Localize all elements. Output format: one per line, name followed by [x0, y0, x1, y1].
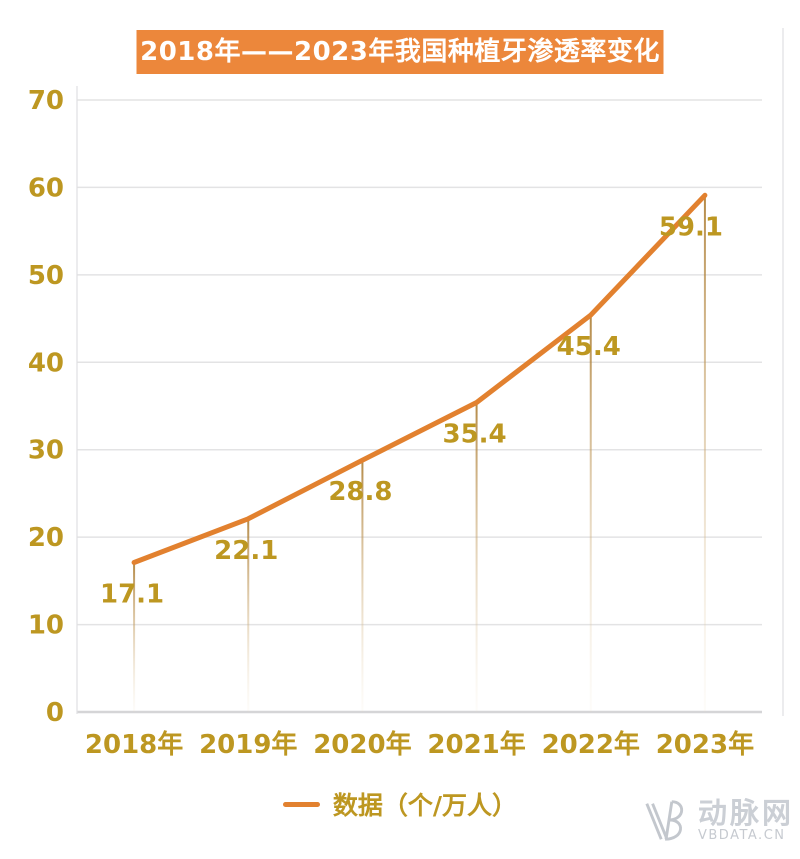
data-label: 35.4 [443, 420, 507, 450]
drop-line [475, 402, 478, 712]
legend-line-marker [282, 801, 320, 807]
x-tick-label: 2020年 [313, 729, 411, 760]
x-tick-label: 2022年 [542, 729, 640, 760]
watermark: 动脉网 VBDATA.CN [642, 794, 794, 846]
y-tick-label: 40 [28, 348, 64, 378]
data-label: 59.1 [659, 212, 723, 242]
y-tick-label: 50 [28, 261, 64, 291]
data-label: 28.8 [328, 477, 392, 507]
drop-line [247, 518, 250, 712]
data-label: 17.1 [100, 579, 164, 609]
drop-line [133, 562, 136, 712]
x-tick-label: 2018年 [85, 729, 183, 760]
chart-title: 2018年——2023年我国种植牙渗透率变化 [136, 30, 664, 74]
data-label: 45.4 [557, 332, 621, 362]
watermark-site: VBDATA.CN [697, 827, 786, 843]
watermark-name: 动脉网 [697, 795, 794, 830]
x-tick-label: 2021年 [427, 729, 525, 760]
chart-legend: 数据（个/万人） [0, 788, 800, 820]
drop-line [361, 460, 364, 712]
watermark-text: 动脉网 VBDATA.CN [698, 798, 794, 843]
legend-label: 数据（个/万人） [332, 791, 518, 820]
y-tick-label: 30 [28, 436, 64, 466]
x-tick-label: 2023年 [656, 729, 754, 760]
data-label: 22.1 [214, 536, 278, 566]
y-tick-label: 0 [46, 698, 64, 728]
y-tick-label: 20 [28, 523, 64, 553]
y-tick-label: 70 [28, 86, 64, 116]
x-tick-label: 2019年 [199, 729, 297, 760]
data-line [131, 192, 708, 565]
drop-line [589, 315, 592, 712]
drop-line [703, 195, 706, 713]
y-tick-label: 60 [28, 173, 64, 203]
vb-logo-icon [645, 800, 684, 841]
y-tick-label: 10 [28, 611, 64, 641]
